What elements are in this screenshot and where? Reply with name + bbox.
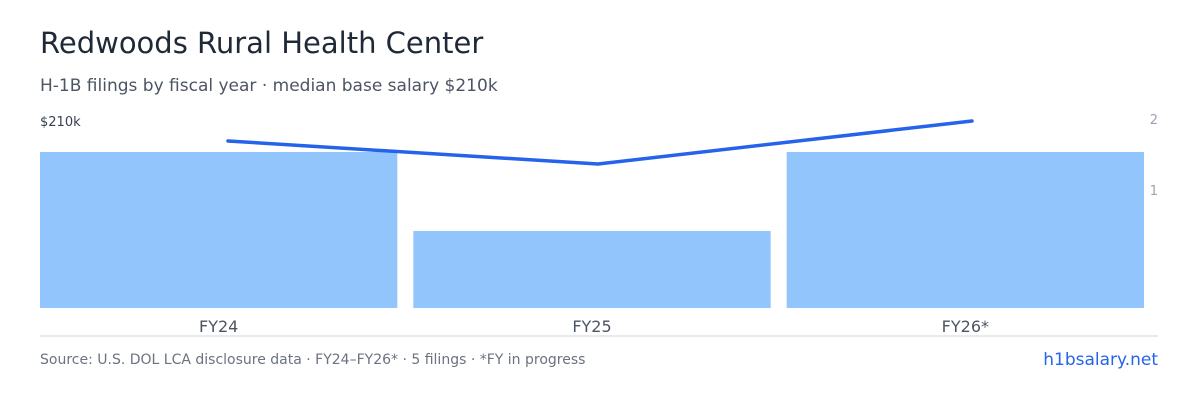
brand-link[interactable]: h1bsalary.net (1043, 350, 1158, 370)
salary-line (226, 119, 974, 166)
chart-subtitle: H-1B filings by fiscal year · median bas… (40, 76, 498, 96)
bar-fy26 (786, 152, 1144, 308)
chart-title: Redwoods Rural Health Center (40, 26, 484, 60)
bar-fy24 (40, 152, 398, 308)
bar-fy25 (413, 231, 771, 308)
right-axis-tick: 1 (1150, 184, 1158, 199)
right-axis-tick: 2 (1150, 113, 1158, 128)
category-label: FY25 (572, 317, 611, 336)
category-label: FY26* (942, 317, 989, 336)
source-note: Source: U.S. DOL LCA disclosure data · F… (40, 352, 586, 368)
left-axis-tick: $210k (40, 115, 81, 130)
category-label: FY24 (199, 317, 238, 336)
